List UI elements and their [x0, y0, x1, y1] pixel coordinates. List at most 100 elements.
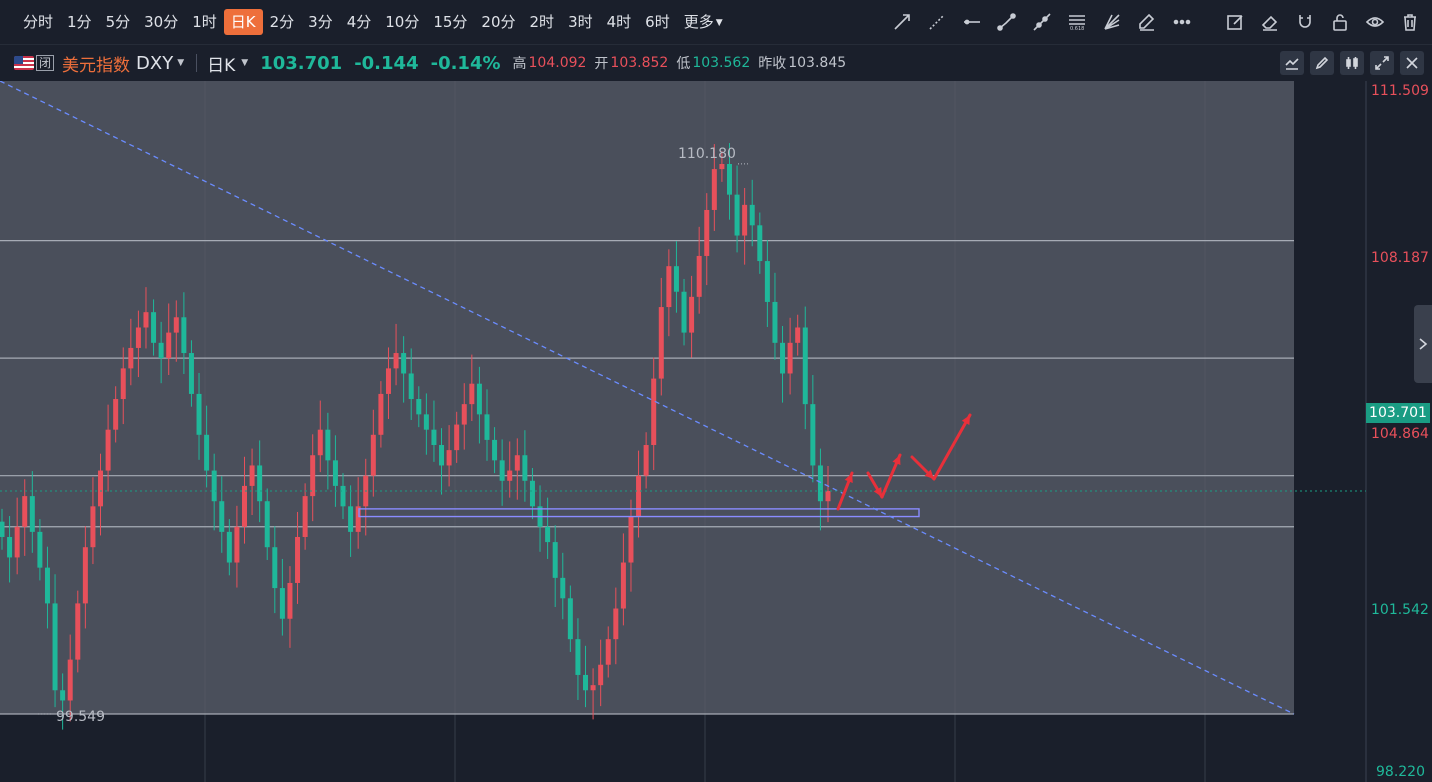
forecast-arrowhead: [892, 455, 901, 465]
candle-body: [181, 317, 187, 354]
more-dots-icon[interactable]: [1167, 9, 1196, 35]
edit-note-icon[interactable]: [1220, 9, 1249, 35]
candle-body: [628, 516, 634, 563]
candle-body: [317, 429, 323, 456]
extended-line-icon[interactable]: [1027, 9, 1056, 35]
y-axis-label: 101.542: [1371, 602, 1429, 618]
ray-icon[interactable]: [922, 9, 951, 35]
trend-line-icon[interactable]: [887, 9, 916, 35]
candle-body: [787, 342, 793, 374]
candle-body: [378, 393, 384, 435]
candlestick-chart[interactable]: [0, 81, 1432, 782]
horizontal-line-icon[interactable]: [957, 9, 986, 35]
indicator-icon[interactable]: [1280, 51, 1304, 75]
period-tab[interactable]: 6时: [645, 13, 670, 31]
candle-body: [605, 639, 611, 665]
candle-body: [522, 455, 528, 481]
lock-icon[interactable]: [1325, 9, 1354, 35]
candle-body: [272, 547, 278, 589]
candle-body: [620, 562, 626, 609]
candle-body: [590, 685, 596, 691]
fibonacci-icon[interactable]: 0.618: [1062, 9, 1091, 35]
candle-body: [825, 491, 831, 502]
y-axis-label: 111.509: [1371, 83, 1429, 99]
candle-body: [567, 598, 573, 640]
eraser-icon[interactable]: [1255, 9, 1284, 35]
magnet-icon[interactable]: [1290, 9, 1319, 35]
period-tab[interactable]: 5分: [105, 13, 131, 31]
candle-body: [325, 429, 331, 461]
period-tab[interactable]: 3分: [308, 13, 333, 31]
period-tab[interactable]: 30分: [144, 13, 179, 31]
period-tab[interactable]: 分时: [23, 13, 54, 31]
caret-down-icon: ▼: [715, 17, 723, 28]
chart-canvas[interactable]: [0, 81, 1432, 782]
candle-body: [681, 291, 687, 333]
fullscreen-icon[interactable]: [1370, 51, 1394, 75]
symbol-info-bar: 闭 美元指数 DXY ▼ 日K ▼ 103.701 -0.144 -0.14% …: [0, 45, 1432, 81]
period-tab[interactable]: 1分: [67, 13, 92, 31]
period-tab[interactable]: 3时: [568, 13, 593, 31]
candle-body: [749, 204, 755, 226]
forecast-arrowhead: [924, 469, 934, 479]
expand-panel-button[interactable]: [1414, 305, 1432, 383]
period-selector: 分时 1分 5分 30分 1时 日K 2分 3分 4分 10分 15分 20分 …: [16, 9, 730, 35]
candle-body: [340, 485, 346, 507]
symbol-dropdown-icon[interactable]: ▼: [177, 58, 185, 68]
candle-body: [393, 353, 399, 369]
candle-body: [780, 342, 786, 374]
period-tab[interactable]: 4分: [346, 13, 372, 31]
chart-settings-tools: [1280, 51, 1424, 75]
more-periods-button[interactable]: 更多 ▼: [677, 9, 730, 35]
period-tab[interactable]: 2时: [529, 13, 555, 31]
trash-icon[interactable]: [1395, 9, 1424, 35]
period-tab[interactable]: 4时: [606, 13, 632, 31]
period-tab[interactable]: 1时: [192, 13, 217, 31]
open-label: 开: [594, 56, 609, 72]
candle-body: [287, 582, 293, 619]
forecast-arrowhead: [873, 487, 882, 497]
candle-body: [82, 547, 88, 604]
symbol-code[interactable]: DXY: [136, 52, 174, 74]
close-icon[interactable]: [1400, 51, 1424, 75]
period-tab[interactable]: 20分: [481, 13, 516, 31]
brush-icon[interactable]: [1132, 9, 1161, 35]
candle-body: [257, 465, 263, 502]
candle-body: [52, 603, 58, 691]
current-price-tag: 103.701: [1366, 403, 1430, 423]
support-zone-box: [358, 508, 920, 518]
candle-body: [423, 414, 429, 430]
candle-body: [704, 209, 710, 256]
candle-body: [355, 506, 361, 532]
eye-icon[interactable]: [1360, 9, 1389, 35]
symbol-name[interactable]: 美元指数: [62, 55, 131, 76]
candle-body: [401, 353, 407, 374]
candle-body: [711, 169, 717, 210]
pencil-icon[interactable]: [1310, 51, 1334, 75]
candle-body: [643, 445, 649, 476]
candle-style-icon[interactable]: [1340, 51, 1364, 75]
period-tab-active[interactable]: 日K: [223, 9, 263, 35]
period-tab[interactable]: 15分: [433, 13, 468, 31]
y-axis-label: 104.864: [1371, 426, 1429, 442]
timeframe-dropdown-icon[interactable]: ▼: [241, 58, 249, 68]
segment-icon[interactable]: [992, 9, 1021, 35]
candle-body: [492, 439, 498, 461]
candle-body: [802, 327, 808, 405]
candle-body: [22, 496, 28, 527]
candle-body: [469, 383, 475, 405]
candle-body: [151, 312, 157, 343]
fan-icon[interactable]: [1097, 9, 1126, 35]
candle-body: [507, 470, 513, 481]
candle-body: [454, 424, 460, 451]
period-tab[interactable]: 10分: [385, 13, 420, 31]
timeframe-label[interactable]: 日K: [207, 55, 236, 76]
candle-body: [431, 429, 437, 446]
y-axis-label: 108.187: [1371, 250, 1429, 266]
candle-body: [772, 301, 778, 343]
divider: [196, 54, 198, 72]
candle-body: [810, 404, 816, 466]
candle-body: [696, 255, 702, 297]
last-price: 103.701: [260, 52, 343, 74]
period-tab[interactable]: 2分: [269, 13, 295, 31]
